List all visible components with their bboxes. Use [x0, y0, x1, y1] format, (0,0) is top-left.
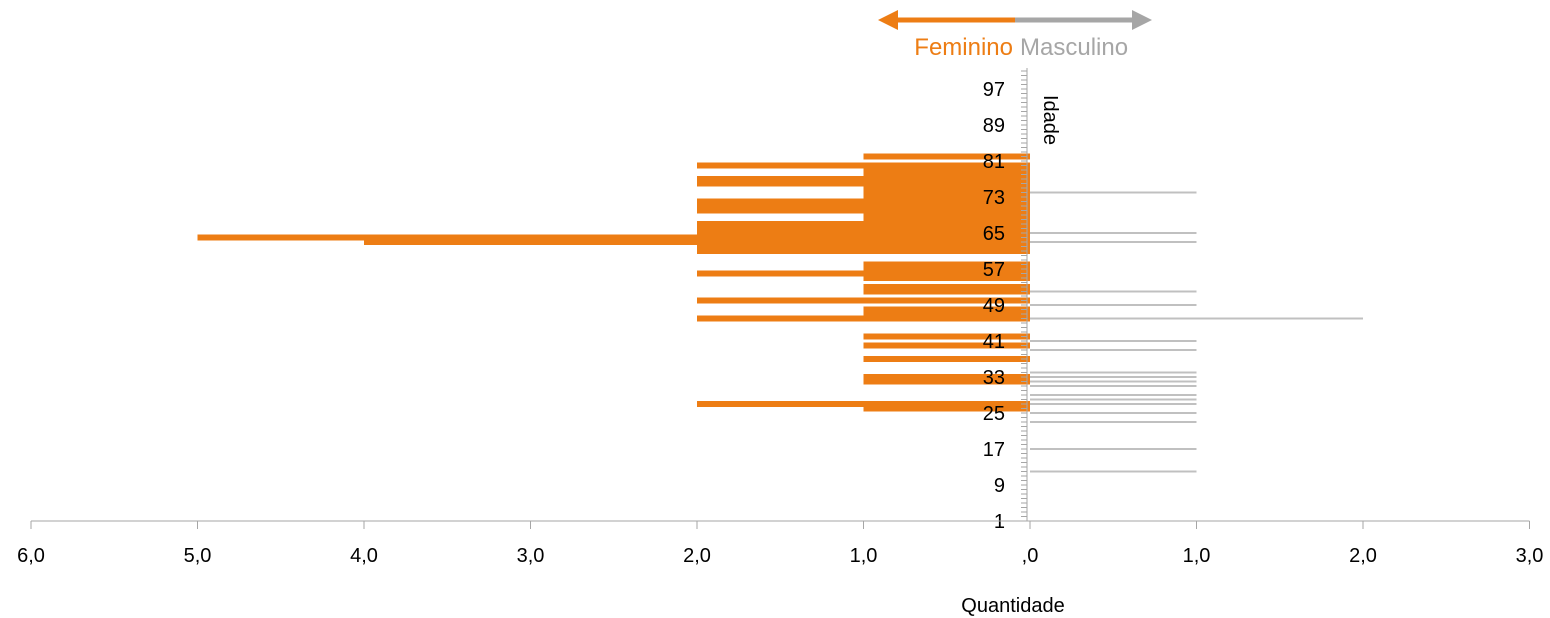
masculino-bar-age-41 [1030, 340, 1197, 342]
feminino-bar-age-33 [863, 374, 1030, 380]
feminino-bar-age-70 [697, 207, 1030, 214]
age-label-57: 57 [983, 259, 1005, 281]
feminino-bar-age-52 [863, 288, 1030, 295]
x-tick-label-left-2: 2,0 [683, 545, 711, 567]
feminino-bar-age-42 [863, 333, 1030, 340]
feminino-bars [197, 153, 1030, 412]
masculino-bar-age-74 [1030, 191, 1197, 194]
age-tick-labels: 1 9 17 25 33 41 49 57 65 73 81 89 97 [983, 79, 1005, 533]
x-tick-label-right-1: 1,0 [1183, 545, 1211, 567]
feminino-bar-age-47 [863, 311, 1030, 317]
age-label-41: 41 [983, 331, 1005, 353]
feminino-bar-age-63 [364, 239, 1030, 245]
feminino-bar-age-82 [863, 153, 1030, 160]
feminino-bar-age-37 [863, 356, 1030, 362]
x-tick-label-left-3: 3,0 [517, 545, 545, 567]
age-label-65: 65 [983, 223, 1005, 245]
feminino-bar-age-65 [697, 230, 1030, 236]
age-label-1: 1 [994, 511, 1005, 533]
quantity-axis: ,0 1,0 2,0 3,0 4,0 5,0 6,0 1,0 2,0 3,0 [17, 520, 1544, 567]
age-label-73: 73 [983, 187, 1005, 209]
feminino-bar-age-73 [863, 194, 1030, 200]
feminino-bar-age-40 [863, 342, 1030, 349]
feminino-bar-age-58 [863, 261, 1030, 268]
feminino-bar-age-69 [863, 212, 1030, 218]
feminino-bar-age-72 [697, 198, 1030, 205]
feminino-bar-age-61 [697, 248, 1030, 254]
feminino-bar-age-77 [697, 176, 1030, 182]
age-label-97: 97 [983, 79, 1005, 101]
masculino-bar-age-25 [1030, 412, 1197, 414]
masculino-bar-age-12 [1030, 470, 1197, 473]
feminino-bar-age-78 [863, 171, 1030, 178]
legend-masculino-label: Masculino [1020, 34, 1128, 61]
age-label-89: 89 [983, 115, 1005, 137]
x-tick-label-left-4: 4,0 [350, 545, 378, 567]
age-axis-title: Idade [1039, 95, 1061, 145]
x-axis-title: Quantidade [961, 595, 1064, 617]
x-tick-label-left-1: 1,0 [850, 545, 878, 567]
feminino-bar-age-76 [697, 180, 1030, 187]
masculino-bar-age-46 [1030, 317, 1363, 320]
x-tick-label-left-0: ,0 [1022, 545, 1039, 567]
masculino-bar-age-39 [1030, 349, 1197, 351]
age-label-9: 9 [994, 475, 1005, 497]
feminino-bar-age-32 [863, 378, 1030, 385]
feminino-bar-age-71 [697, 203, 1030, 209]
feminino-bar-age-26 [863, 405, 1030, 412]
feminino-bar-age-55 [863, 275, 1030, 281]
x-tick-label-left-5: 5,0 [184, 545, 212, 567]
feminino-bar-age-68 [863, 216, 1030, 223]
age-label-17: 17 [983, 439, 1005, 461]
legend: Feminino Masculino [878, 10, 1152, 61]
masculino-bar-age-28 [1030, 398, 1197, 401]
age-label-25: 25 [983, 403, 1005, 425]
feminino-bar-age-48 [863, 306, 1030, 313]
age-label-33: 33 [983, 367, 1005, 389]
age-label-49: 49 [983, 295, 1005, 317]
masculino-bar-age-49 [1030, 304, 1197, 306]
x-tick-label-right-3: 3,0 [1516, 545, 1544, 567]
legend-feminino-arrowhead [878, 10, 898, 30]
masculino-bar-age-27 [1030, 403, 1197, 405]
legend-masculino-arrowhead [1132, 10, 1152, 30]
masculino-bars [1030, 191, 1363, 473]
feminino-bar-age-66 [697, 225, 1030, 232]
masculino-bar-age-32 [1030, 380, 1197, 383]
masculino-bar-age-65 [1030, 232, 1197, 234]
feminino-bar-age-64 [197, 234, 1030, 241]
masculino-bar-age-31 [1030, 385, 1197, 387]
feminino-bar-age-79 [863, 167, 1030, 173]
feminino-bar-age-56 [697, 270, 1030, 277]
age-label-81: 81 [983, 151, 1005, 173]
feminino-bar-age-74 [863, 189, 1030, 196]
masculino-bar-age-34 [1030, 371, 1197, 374]
masculino-bar-age-23 [1030, 421, 1197, 423]
x-tick-label-right-2: 2,0 [1349, 545, 1377, 567]
feminino-bar-age-57 [863, 266, 1030, 272]
masculino-bar-age-33 [1030, 376, 1197, 378]
feminino-bar-age-53 [863, 284, 1030, 290]
masculino-bar-age-63 [1030, 241, 1197, 243]
masculino-bar-age-52 [1030, 290, 1197, 293]
feminino-bar-age-50 [697, 297, 1030, 304]
feminino-bar-age-46 [697, 315, 1030, 322]
masculino-bar-age-29 [1030, 394, 1197, 396]
feminino-bar-age-80 [697, 162, 1030, 169]
feminino-bar-age-67 [697, 221, 1030, 227]
legend-feminino-label: Feminino [914, 34, 1013, 61]
masculino-bar-age-17 [1030, 448, 1197, 450]
x-tick-label-left-6: 6,0 [17, 545, 45, 567]
feminino-bar-age-27 [697, 401, 1030, 407]
feminino-bar-age-62 [697, 243, 1030, 250]
feminino-bar-age-75 [863, 185, 1030, 191]
